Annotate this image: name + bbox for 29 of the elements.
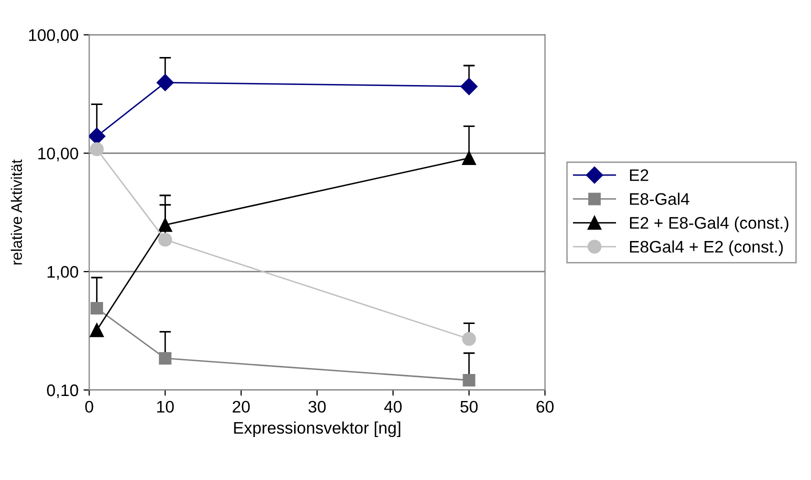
y-tick-label: 10,00	[38, 148, 78, 162]
point	[462, 332, 476, 346]
x-tick-label: 20	[232, 400, 250, 413]
legend-label: E2 + E8-Gal4 (const.)	[630, 216, 788, 232]
point	[462, 374, 476, 386]
legend-label: E8Gal4 + E2 (const.)	[630, 240, 783, 256]
point	[462, 151, 476, 165]
x-tick-label: 50	[460, 400, 478, 413]
x-tick-label: 40	[384, 400, 402, 413]
x-tick-label: 30	[308, 400, 326, 413]
point	[460, 78, 478, 96]
y-tick-label: 100,00	[29, 29, 78, 43]
point	[90, 323, 104, 338]
y-tick-label: 0,10	[47, 384, 78, 398]
point	[90, 142, 104, 156]
legend-label: E8-Gal4	[630, 192, 690, 205]
point	[158, 232, 172, 247]
x-tick-label: 60	[536, 400, 554, 413]
x-tick-label: 10	[157, 400, 174, 413]
x-axis-title: Expressionsvektor [ng]	[234, 422, 400, 438]
y-axis-title: relative Aktivität	[10, 159, 22, 264]
x-tick-label: 0	[85, 400, 94, 413]
point	[156, 74, 174, 92]
point	[158, 352, 172, 365]
point	[158, 218, 172, 232]
point	[89, 128, 106, 145]
point	[90, 302, 104, 315]
y-tick-label: 1,00	[48, 266, 78, 280]
legend-label: E2	[630, 169, 648, 181]
